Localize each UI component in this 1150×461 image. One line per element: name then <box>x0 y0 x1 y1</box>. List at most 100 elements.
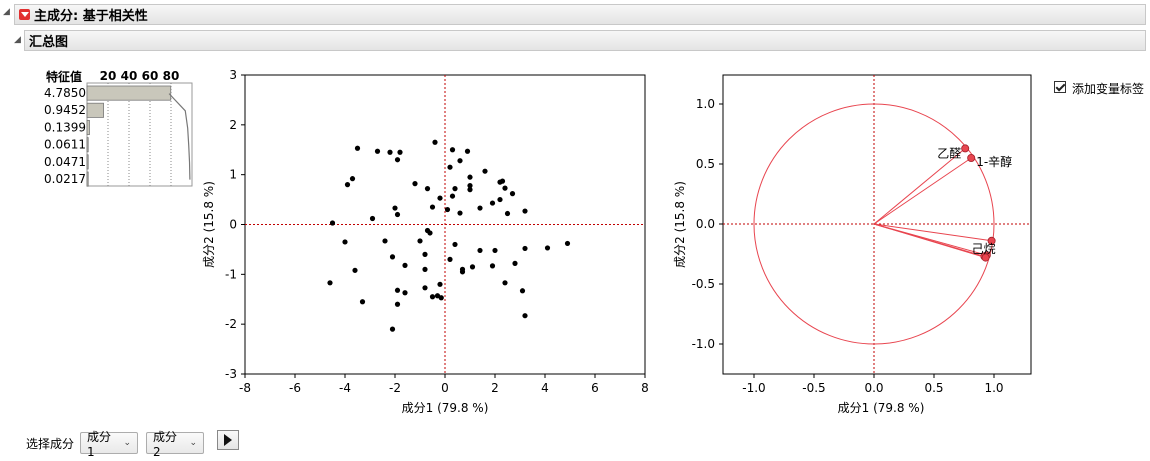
score-point <box>447 164 453 170</box>
eigen-bar <box>86 154 89 170</box>
score-point <box>467 183 473 189</box>
score-point <box>394 211 401 218</box>
score-point <box>564 240 571 247</box>
loading-point <box>981 253 990 262</box>
select-component-label: 选择成分 <box>26 437 75 451</box>
score-point <box>422 266 428 272</box>
score-point <box>519 288 526 294</box>
x-tick-label: 0 <box>441 381 449 395</box>
eigen-bar <box>86 85 172 101</box>
component-y-select[interactable]: 成分2 ⌄ <box>146 430 204 459</box>
unit-circle <box>753 103 995 345</box>
loading-vector <box>873 157 972 225</box>
arrow-right-icon <box>224 434 232 446</box>
score-point <box>402 290 408 296</box>
eigen-cumulative-line <box>168 93 191 180</box>
y-tick-label: 0.0 <box>696 217 715 231</box>
score-point <box>369 215 376 222</box>
score-point <box>437 195 443 201</box>
score-point <box>438 295 444 301</box>
section-header[interactable]: 主成分: 基于相关性 <box>14 4 1146 25</box>
score-point <box>464 148 471 154</box>
score-point <box>429 294 436 300</box>
score-point <box>467 174 473 180</box>
loading-vector <box>873 223 986 259</box>
score-point <box>354 145 361 151</box>
eigen-scale-label: 80 <box>163 69 180 83</box>
add-variable-labels-checkbox[interactable] <box>1054 81 1066 93</box>
score-point <box>432 139 438 145</box>
loading-x-axis-label: 成分1 (79.8 %) <box>838 401 925 415</box>
eigen-value-label: 0.9452 <box>44 103 86 117</box>
y-tick-label: 0.5 <box>696 157 715 171</box>
eigen-value-label: 0.0217 <box>44 172 86 186</box>
score-point <box>389 254 396 260</box>
score-point <box>422 285 428 291</box>
score-point <box>342 239 348 245</box>
chevron-down-icon: ⌄ <box>123 438 131 448</box>
component-x-select[interactable]: 成分1 ⌄ <box>80 430 138 459</box>
score-point <box>424 227 431 234</box>
y-tick-label: 1.0 <box>696 97 715 111</box>
loading-vector <box>873 223 992 242</box>
score-point <box>477 247 483 254</box>
score-point <box>389 326 396 332</box>
eigen-bar <box>86 137 89 153</box>
score-point <box>497 196 503 203</box>
loading-point <box>987 236 996 245</box>
collapse-triangle-icon[interactable]: ◢ <box>14 35 21 45</box>
score-point <box>482 168 488 174</box>
score-point <box>352 267 358 273</box>
score-point <box>392 205 398 211</box>
score-point <box>349 176 356 182</box>
x-tick-label: -1.0 <box>742 381 765 395</box>
score-point <box>502 185 508 191</box>
next-component-button[interactable] <box>217 430 239 450</box>
eigen-bar <box>86 102 104 118</box>
y-tick-label: 0 <box>229 218 237 232</box>
score-point <box>459 269 466 275</box>
red-triangle-menu-icon[interactable] <box>19 9 30 20</box>
x-tick-label: -2 <box>389 381 401 395</box>
score-point <box>492 247 498 254</box>
score-point <box>394 301 401 307</box>
score-x-axis-label: 成分1 (79.8 %) <box>402 401 489 415</box>
eigen-value-label: 0.0611 <box>44 138 86 152</box>
y-tick-label: -2 <box>225 317 237 331</box>
eigen-bar <box>86 120 90 136</box>
score-point <box>327 280 333 286</box>
x-tick-label: 6 <box>591 381 599 395</box>
x-tick-label: 0.5 <box>924 381 943 395</box>
score-point <box>522 313 528 319</box>
score-point <box>512 260 518 266</box>
eigen-scale-label: 40 <box>121 69 138 83</box>
x-tick-label: 2 <box>491 381 499 395</box>
eigen-value-label: 4.7850 <box>44 86 86 100</box>
score-point <box>499 178 506 184</box>
loading-point <box>961 144 970 153</box>
add-variable-labels-label: 添加变量标签 <box>1072 82 1145 96</box>
score-point <box>359 299 366 305</box>
loading-label: 乙醛 <box>937 145 961 160</box>
score-point <box>344 182 351 188</box>
y-tick-label: -1 <box>225 267 237 281</box>
component-y-value: 成分2 <box>153 429 178 459</box>
subsection-title: 汇总图 <box>29 35 69 50</box>
score-point <box>502 280 508 286</box>
score-point <box>387 149 393 155</box>
score-point <box>412 181 418 187</box>
score-point <box>374 148 381 154</box>
y-tick-label: 1 <box>229 168 237 182</box>
score-point <box>522 245 528 252</box>
score-point <box>424 186 431 192</box>
subsection-header[interactable]: 汇总图 <box>24 30 1146 51</box>
y-tick-label: -3 <box>225 367 237 381</box>
y-tick-label: 3 <box>229 68 237 82</box>
collapse-triangle-icon[interactable]: ◢ <box>3 7 10 17</box>
score-point <box>329 220 336 226</box>
score-point <box>449 193 456 199</box>
score-point <box>397 149 403 155</box>
